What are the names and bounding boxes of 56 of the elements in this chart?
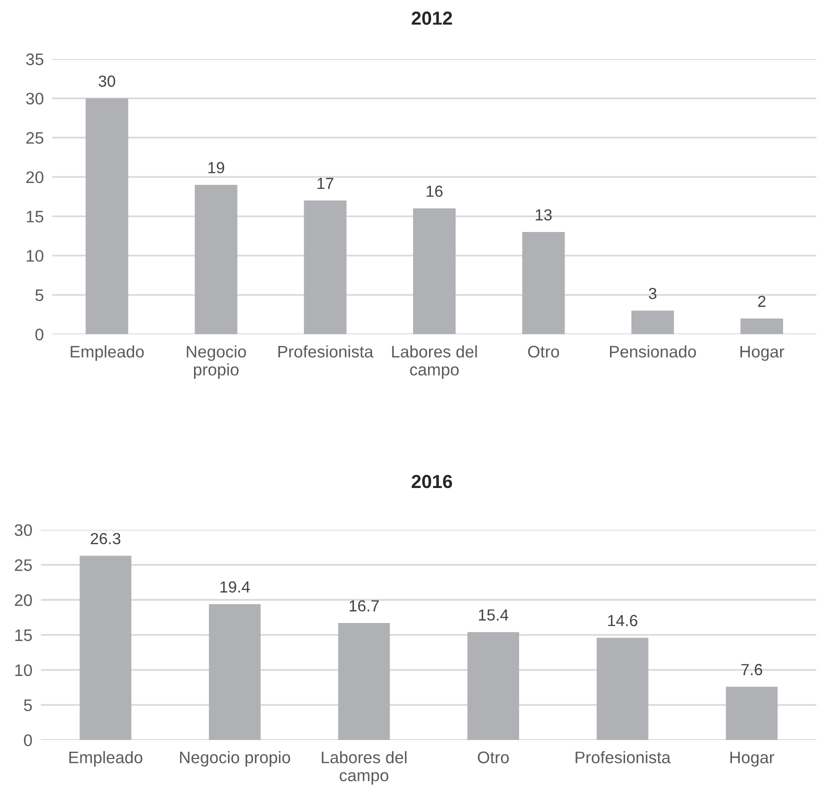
x-tick-label: Otro	[528, 346, 560, 358]
x-tick-label: Negocio propio	[180, 751, 290, 767]
data-label: 13	[536, 209, 552, 221]
x-tick-label: Hogar	[740, 346, 784, 361]
bar	[80, 556, 132, 740]
data-label: 16	[426, 186, 443, 197]
chart-title: 2012	[412, 12, 452, 25]
bar	[740, 318, 784, 334]
x-tick-label: Hogar	[730, 752, 774, 767]
x-tick-label: Labores del campo	[322, 751, 406, 785]
bar	[726, 686, 778, 740]
x-tick-label: Empleado	[69, 751, 142, 767]
y-tick-label: 5	[35, 289, 44, 302]
x-tick-label: Profesionista	[576, 751, 671, 764]
y-tick-label: 20	[14, 594, 32, 606]
x-tick-label: Pensionado	[610, 345, 696, 358]
bar	[522, 232, 565, 334]
bar	[338, 623, 390, 740]
bar	[413, 208, 456, 334]
x-tick-label: Labores del campo	[392, 345, 477, 379]
y-tick-label: 10	[26, 250, 44, 262]
y-tick-label: 30	[26, 92, 44, 105]
data-label: 30	[98, 76, 116, 87]
y-tick-label: 35	[26, 53, 44, 66]
data-label: 26.3	[90, 532, 120, 544]
data-label: 15.4	[478, 609, 508, 621]
x-tick-label: Negocio propio	[186, 345, 246, 379]
y-tick-label: 15	[26, 210, 44, 222]
data-label: 14.6	[608, 614, 638, 626]
data-label: 7.6	[741, 664, 762, 676]
bar	[194, 184, 238, 334]
bar	[596, 638, 648, 740]
bar	[631, 310, 674, 334]
data-label: 16.7	[350, 600, 379, 612]
y-tick-label: 10	[15, 664, 32, 676]
y-tick-label: 30	[14, 524, 32, 536]
y-tick-label: 5	[24, 700, 32, 712]
y-tick-label: 25	[26, 132, 44, 144]
data-label: 19.4	[220, 581, 250, 593]
x-tick-label: Empleado	[70, 345, 144, 361]
y-tick-label: 0	[24, 734, 32, 746]
y-tick-label: 0	[35, 328, 44, 340]
x-tick-label: Otro	[478, 752, 509, 764]
y-tick-label: 15	[15, 629, 32, 642]
bar	[86, 98, 128, 334]
bar	[208, 604, 261, 740]
chart-title: 2016	[412, 474, 452, 488]
bar	[304, 200, 346, 334]
data-label: 3	[648, 288, 656, 300]
x-tick-label: Profesionista	[278, 345, 374, 358]
data-label: 2	[758, 296, 766, 307]
y-tick-label: 25	[14, 559, 32, 572]
y-tick-label: 20	[26, 171, 44, 184]
data-label: 17	[318, 178, 334, 189]
data-label: 19	[208, 162, 224, 174]
bar	[467, 632, 520, 740]
